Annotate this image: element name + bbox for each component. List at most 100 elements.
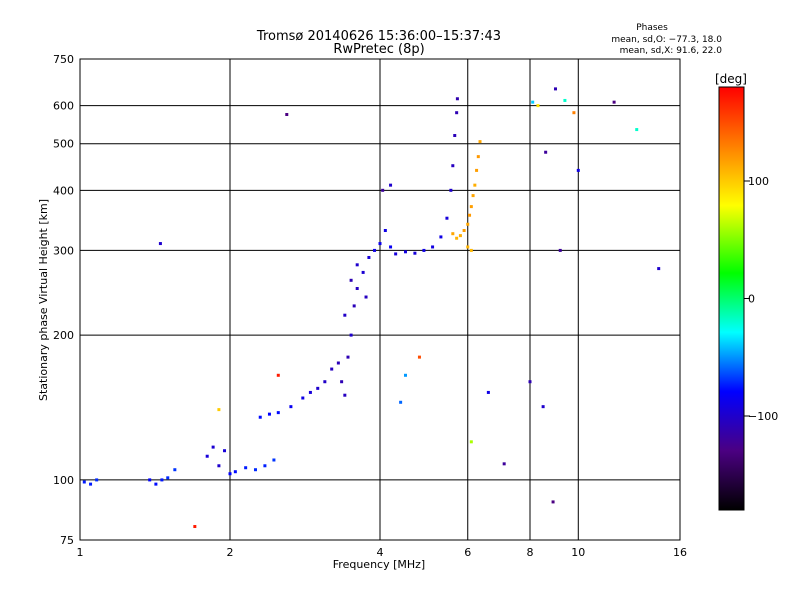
data-point <box>301 396 305 400</box>
chart-title: Tromsø 20140626 15:36:00–15:37:43 <box>256 29 501 44</box>
data-point <box>160 478 164 482</box>
data-point <box>233 470 237 474</box>
data-point <box>403 250 407 254</box>
data-point <box>381 188 385 192</box>
data-point <box>166 476 170 480</box>
data-point <box>528 380 532 384</box>
colorbar-label: [deg] <box>715 72 747 86</box>
data-point <box>553 87 557 91</box>
data-point <box>475 168 479 172</box>
phases-x-stats: mean, sd,X: 91.6, 22.0 <box>620 46 723 56</box>
data-point <box>469 205 473 209</box>
data-point <box>323 380 327 384</box>
data-point <box>217 464 221 468</box>
data-point <box>253 468 257 472</box>
data-point <box>572 111 576 115</box>
y-tick-label: 300 <box>53 244 74 257</box>
data-point <box>635 128 639 132</box>
data-point <box>349 278 353 282</box>
data-point <box>258 415 262 419</box>
data-point <box>453 134 457 138</box>
data-point <box>469 440 473 444</box>
data-point <box>451 232 455 236</box>
phases-o-stats: mean, sd,O: −77.3, 18.0 <box>611 35 722 45</box>
data-point <box>373 248 377 252</box>
data-point <box>476 155 480 159</box>
y-tick-label: 600 <box>53 100 74 113</box>
data-point <box>455 236 459 240</box>
y-tick-label: 200 <box>53 329 74 342</box>
data-point <box>383 228 387 232</box>
colorbar-tick-label: 0 <box>748 293 755 306</box>
data-point <box>173 468 177 472</box>
data-point <box>285 113 289 117</box>
data-point <box>158 242 162 246</box>
x-tick-label: 8 <box>527 546 534 559</box>
data-point <box>449 188 453 192</box>
data-point <box>361 270 365 274</box>
data-point <box>458 234 462 238</box>
data-point <box>349 333 353 337</box>
data-point <box>541 405 545 409</box>
data-point <box>364 295 368 299</box>
data-point <box>367 255 371 259</box>
data-point <box>82 480 86 484</box>
data-point <box>536 104 540 108</box>
data-point <box>486 390 490 394</box>
data-point <box>378 242 382 246</box>
x-tick-label: 2 <box>227 546 234 559</box>
data-point <box>228 472 232 476</box>
data-point <box>343 313 347 317</box>
data-point <box>343 393 347 397</box>
data-point <box>657 267 661 271</box>
x-axis-label: Frequency [MHz] <box>333 558 425 571</box>
data-point <box>336 361 340 365</box>
data-point <box>612 100 616 104</box>
x-tick-label: 4 <box>377 546 384 559</box>
data-point <box>272 458 276 462</box>
x-tick-label: 6 <box>464 546 471 559</box>
data-point <box>431 245 435 249</box>
data-point <box>205 454 209 458</box>
data-point <box>531 100 535 104</box>
y-tick-label: 500 <box>53 138 74 151</box>
data-point <box>466 245 470 249</box>
data-point <box>263 464 267 468</box>
grid-layer <box>80 59 680 540</box>
data-point <box>340 380 344 384</box>
data-point <box>346 355 350 359</box>
data-point <box>267 412 271 416</box>
data-point <box>308 390 312 394</box>
data-point <box>455 97 459 101</box>
data-point <box>355 263 359 267</box>
data-point <box>355 286 359 290</box>
colorbar-tick-label: −100 <box>748 410 778 423</box>
data-point <box>413 251 417 255</box>
data-point <box>455 111 459 115</box>
data-point <box>148 478 152 482</box>
data-point <box>451 164 455 168</box>
y-tick-label: 750 <box>53 53 74 66</box>
data-point <box>439 235 443 239</box>
data-point <box>352 304 356 308</box>
data-point <box>466 222 470 226</box>
data-point <box>193 525 197 529</box>
data-point <box>551 500 555 504</box>
x-tick-label: 16 <box>673 546 687 559</box>
data-point <box>471 194 475 198</box>
y-tick-label: 400 <box>53 184 74 197</box>
data-point <box>563 98 567 102</box>
x-tick-label: 1 <box>77 546 84 559</box>
data-point <box>389 183 393 187</box>
data-point <box>469 248 473 252</box>
data-point <box>289 405 293 409</box>
tick-labels: 1 2 4 6 8 10 16 75 100 200 300 400 500 600 750 <box>53 53 687 559</box>
data-point <box>211 445 215 449</box>
data-point <box>316 386 320 390</box>
data-point <box>217 408 221 412</box>
data-point <box>576 168 580 172</box>
points-layer <box>82 87 661 529</box>
data-point <box>276 373 280 377</box>
x-tick-label: 10 <box>571 546 585 559</box>
